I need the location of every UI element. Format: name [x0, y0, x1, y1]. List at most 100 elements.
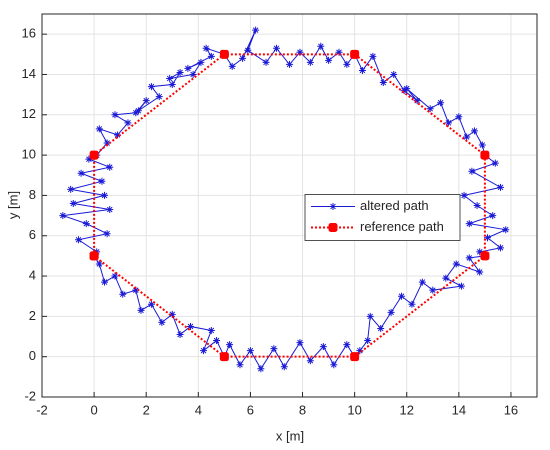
star-marker	[325, 56, 333, 64]
x-tick-label: 14	[452, 402, 466, 417]
star-marker	[296, 339, 304, 347]
star-marker	[142, 97, 150, 105]
star-marker	[489, 212, 497, 220]
star-marker	[418, 278, 426, 286]
square-marker	[89, 251, 99, 261]
star-marker	[207, 52, 215, 60]
axes-box	[41, 13, 538, 398]
x-tick-label: 12	[400, 402, 414, 417]
star-marker	[296, 48, 304, 56]
star-marker	[478, 141, 486, 149]
star-marker	[252, 26, 260, 34]
star-marker	[184, 64, 192, 72]
star-marker	[390, 70, 398, 78]
legend-marker	[328, 223, 338, 232]
star-marker	[369, 52, 377, 60]
star-marker	[286, 60, 293, 68]
star-marker	[187, 322, 194, 330]
y-tick-label: 14	[22, 66, 36, 81]
star-marker	[168, 81, 176, 89]
star-marker	[497, 183, 505, 191]
star-marker	[306, 58, 314, 66]
star-marker	[455, 113, 463, 121]
legend-label: reference path	[360, 219, 444, 234]
star-marker	[444, 119, 452, 127]
star-marker	[257, 365, 265, 373]
star-marker	[413, 97, 421, 105]
star-marker	[228, 62, 236, 70]
star-marker	[67, 185, 75, 193]
y-tick-label: 4	[29, 267, 36, 282]
star-marker	[197, 58, 205, 66]
x-tick-label: 6	[247, 402, 254, 417]
star-marker	[158, 318, 166, 326]
star-marker	[497, 244, 505, 252]
star-marker	[366, 312, 374, 320]
star-marker	[244, 46, 252, 54]
star-marker	[111, 111, 119, 119]
star-marker	[319, 343, 327, 351]
star-marker	[155, 93, 163, 101]
y-tick-label: -2	[24, 388, 36, 403]
x-tick-label: 0	[90, 402, 97, 417]
square-marker	[480, 251, 490, 261]
star-marker	[239, 54, 247, 62]
star-marker	[343, 341, 351, 349]
star-marker	[207, 326, 215, 334]
star-marker	[147, 83, 155, 91]
star-marker	[202, 44, 210, 52]
star-marker	[106, 163, 114, 171]
star-marker	[262, 58, 270, 66]
star-marker	[103, 230, 111, 238]
star-marker	[82, 220, 90, 228]
star-marker	[317, 42, 325, 50]
star-marker	[101, 191, 109, 199]
legend-box	[304, 194, 461, 241]
star-marker	[98, 177, 106, 185]
star-marker	[168, 310, 176, 318]
star-marker	[408, 300, 416, 308]
star-marker	[468, 167, 476, 175]
square-marker	[350, 49, 360, 59]
star-marker	[463, 133, 471, 141]
star-marker	[343, 60, 351, 68]
star-marker	[358, 66, 366, 74]
star-marker	[330, 361, 338, 369]
star-marker	[356, 347, 364, 355]
square-marker	[89, 150, 99, 160]
star-marker	[74, 236, 82, 244]
star-marker	[465, 254, 473, 262]
star-marker	[403, 85, 411, 93]
y-tick-label: 2	[29, 308, 36, 323]
x-tick-label: 8	[299, 402, 306, 417]
x-tick-label: 16	[504, 402, 518, 417]
y-tick-label: 16	[22, 26, 36, 41]
star-marker	[476, 248, 484, 256]
star-marker	[426, 105, 434, 113]
x-tick-label: -2	[36, 402, 48, 417]
star-marker	[502, 226, 510, 234]
star-marker	[119, 290, 127, 298]
star-marker	[476, 268, 484, 276]
x-axis-label: x [m]	[276, 428, 304, 443]
y-axis-label: y [m]	[5, 191, 20, 219]
star-marker	[114, 131, 122, 139]
star-marker	[147, 300, 155, 308]
star-marker	[95, 260, 103, 268]
star-marker	[377, 324, 385, 332]
star-marker	[280, 363, 288, 371]
star-marker	[77, 169, 85, 177]
star-marker	[442, 274, 450, 282]
star-marker	[429, 286, 437, 294]
star-marker	[213, 337, 221, 345]
star-marker	[59, 212, 67, 220]
y-tick-label: 10	[22, 147, 36, 162]
star-marker	[457, 282, 465, 290]
star-marker	[134, 107, 142, 115]
y-tick-label: 6	[29, 227, 36, 242]
star-marker	[176, 331, 184, 339]
square-marker	[350, 352, 360, 362]
y-tick-label: 8	[29, 187, 36, 202]
star-marker	[387, 308, 395, 316]
